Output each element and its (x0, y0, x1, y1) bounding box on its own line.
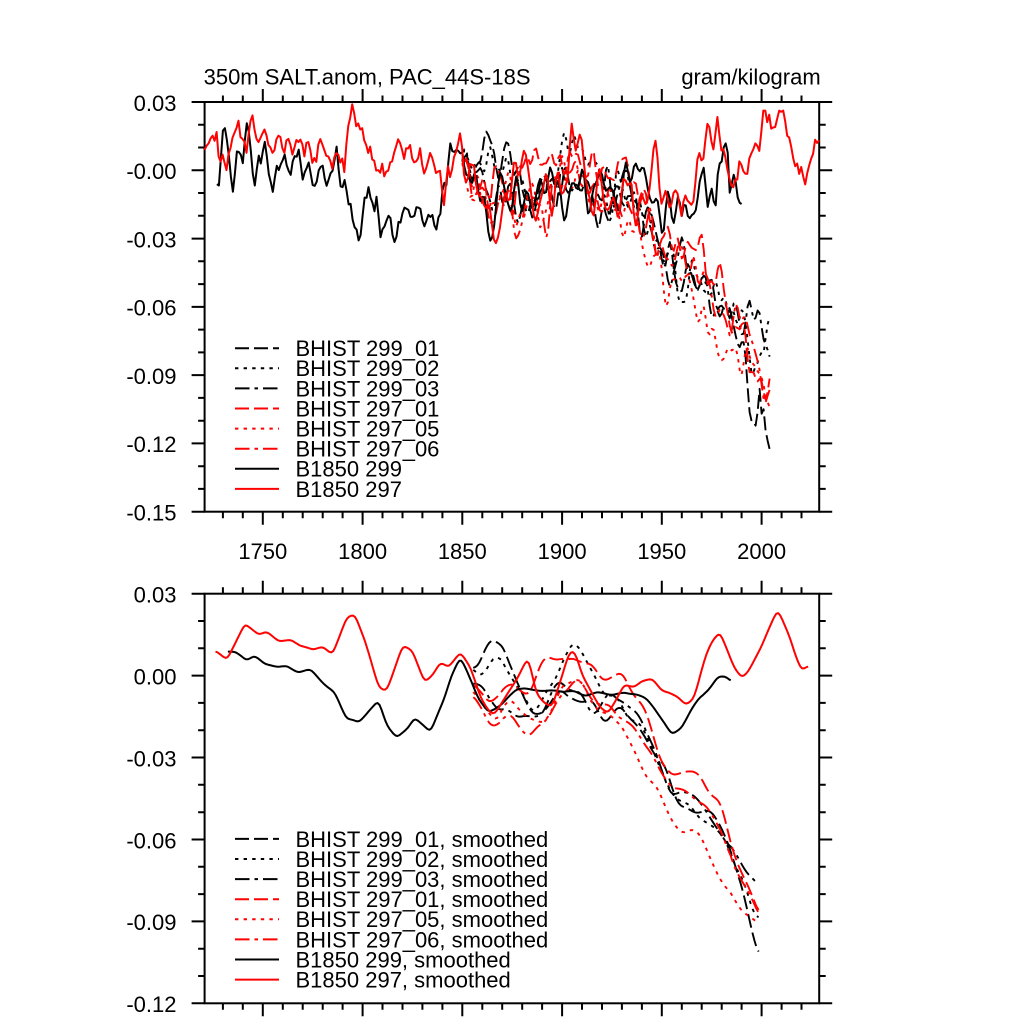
svg-text:-0.12: -0.12 (126, 432, 176, 457)
svg-text:0.03: 0.03 (134, 91, 177, 116)
svg-text:-0.12: -0.12 (126, 992, 176, 1017)
svg-text:BHIST 297_01, smoothed: BHIST 297_01, smoothed (296, 887, 549, 912)
svg-text:BHIST 297_06: BHIST 297_06 (296, 437, 440, 462)
svg-text:B1850 299: B1850 299 (296, 457, 402, 482)
svg-text:1800: 1800 (338, 539, 387, 564)
svg-text:350m SALT.anom, PAC_44S-18S: 350m SALT.anom, PAC_44S-18S (204, 65, 531, 90)
svg-text:1750: 1750 (238, 539, 287, 564)
svg-text:gram/kilogram: gram/kilogram (681, 65, 820, 90)
svg-text:B1850 297: B1850 297 (296, 477, 402, 502)
svg-text:BHIST 299_02: BHIST 299_02 (296, 356, 440, 381)
svg-text:BHIST 297_06, smoothed: BHIST 297_06, smoothed (296, 927, 549, 952)
svg-text:2000: 2000 (737, 539, 786, 564)
svg-text:-0.09: -0.09 (126, 910, 176, 935)
svg-text:-0.03: -0.03 (126, 746, 176, 771)
svg-text:1850: 1850 (438, 539, 487, 564)
svg-text:BHIST 297_05: BHIST 297_05 (296, 417, 440, 442)
svg-text:BHIST 297_01: BHIST 297_01 (296, 396, 440, 421)
svg-text:-0.15: -0.15 (126, 501, 176, 526)
svg-text:-0.00: -0.00 (126, 159, 176, 184)
svg-text:0.00: 0.00 (134, 664, 177, 689)
svg-text:-0.09: -0.09 (126, 364, 176, 389)
svg-text:BHIST 297_05, smoothed: BHIST 297_05, smoothed (296, 907, 549, 932)
svg-text:BHIST 299_02, smoothed: BHIST 299_02, smoothed (296, 847, 549, 872)
svg-text:BHIST 299_03, smoothed: BHIST 299_03, smoothed (296, 867, 549, 892)
svg-text:1950: 1950 (637, 539, 686, 564)
svg-text:0.03: 0.03 (134, 583, 177, 608)
svg-text:-0.06: -0.06 (126, 828, 176, 853)
svg-text:B1850 299, smoothed: B1850 299, smoothed (296, 947, 511, 972)
svg-text:B1850 297, smoothed: B1850 297, smoothed (296, 968, 511, 993)
svg-text:-0.06: -0.06 (126, 296, 176, 321)
svg-text:BHIST 299_01: BHIST 299_01 (296, 336, 440, 361)
svg-text:1900: 1900 (538, 539, 587, 564)
svg-text:BHIST 299_03: BHIST 299_03 (296, 376, 440, 401)
svg-text:BHIST 299_01, smoothed: BHIST 299_01, smoothed (296, 827, 549, 852)
svg-text:-0.03: -0.03 (126, 227, 176, 252)
